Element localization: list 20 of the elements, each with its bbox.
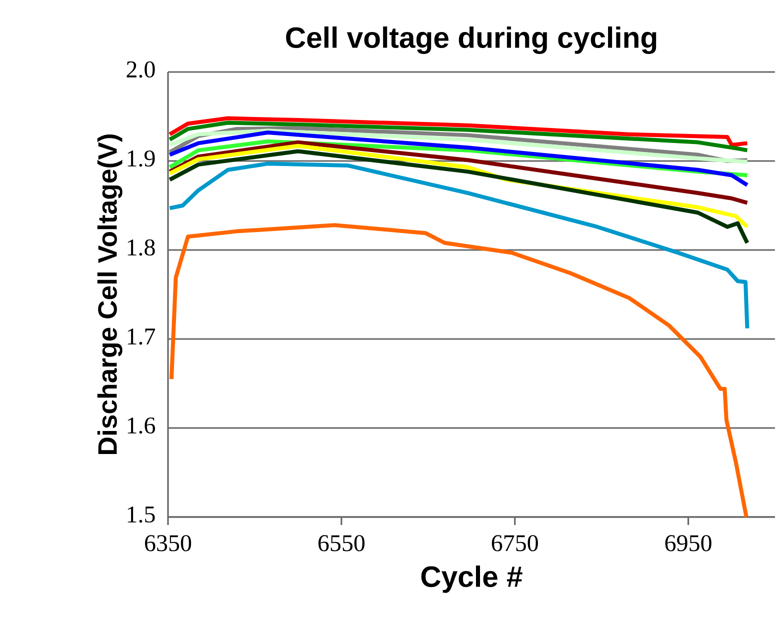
- x-tick-label: 6550: [318, 535, 365, 552]
- y-tick-label: 1.6: [128, 417, 156, 434]
- x-tick-label: 6950: [665, 535, 712, 552]
- line-series: [168, 149, 750, 245]
- y-axis-title: Discharge Cell Voltage(V): [97, 134, 122, 454]
- line-series: [169, 223, 748, 519]
- chart-title: Cell voltage during cycling: [286, 26, 656, 54]
- line-series: [168, 120, 750, 152]
- y-tick-label: 1.9: [128, 150, 155, 167]
- y-tick-label: 1.7: [128, 328, 156, 345]
- y-tick-label: 1.8: [128, 239, 155, 256]
- x-tick-label: 6350: [145, 535, 192, 552]
- x-tick-label: 6750: [492, 535, 538, 552]
- line-series: [168, 140, 750, 205]
- line-series: [168, 162, 750, 330]
- y-tick-label: 1.5: [128, 506, 155, 523]
- line-series: [168, 116, 750, 147]
- line-series: [168, 130, 750, 188]
- y-tick-label: 2.0: [126, 61, 155, 78]
- x-axis-title: Cycle #: [421, 566, 522, 593]
